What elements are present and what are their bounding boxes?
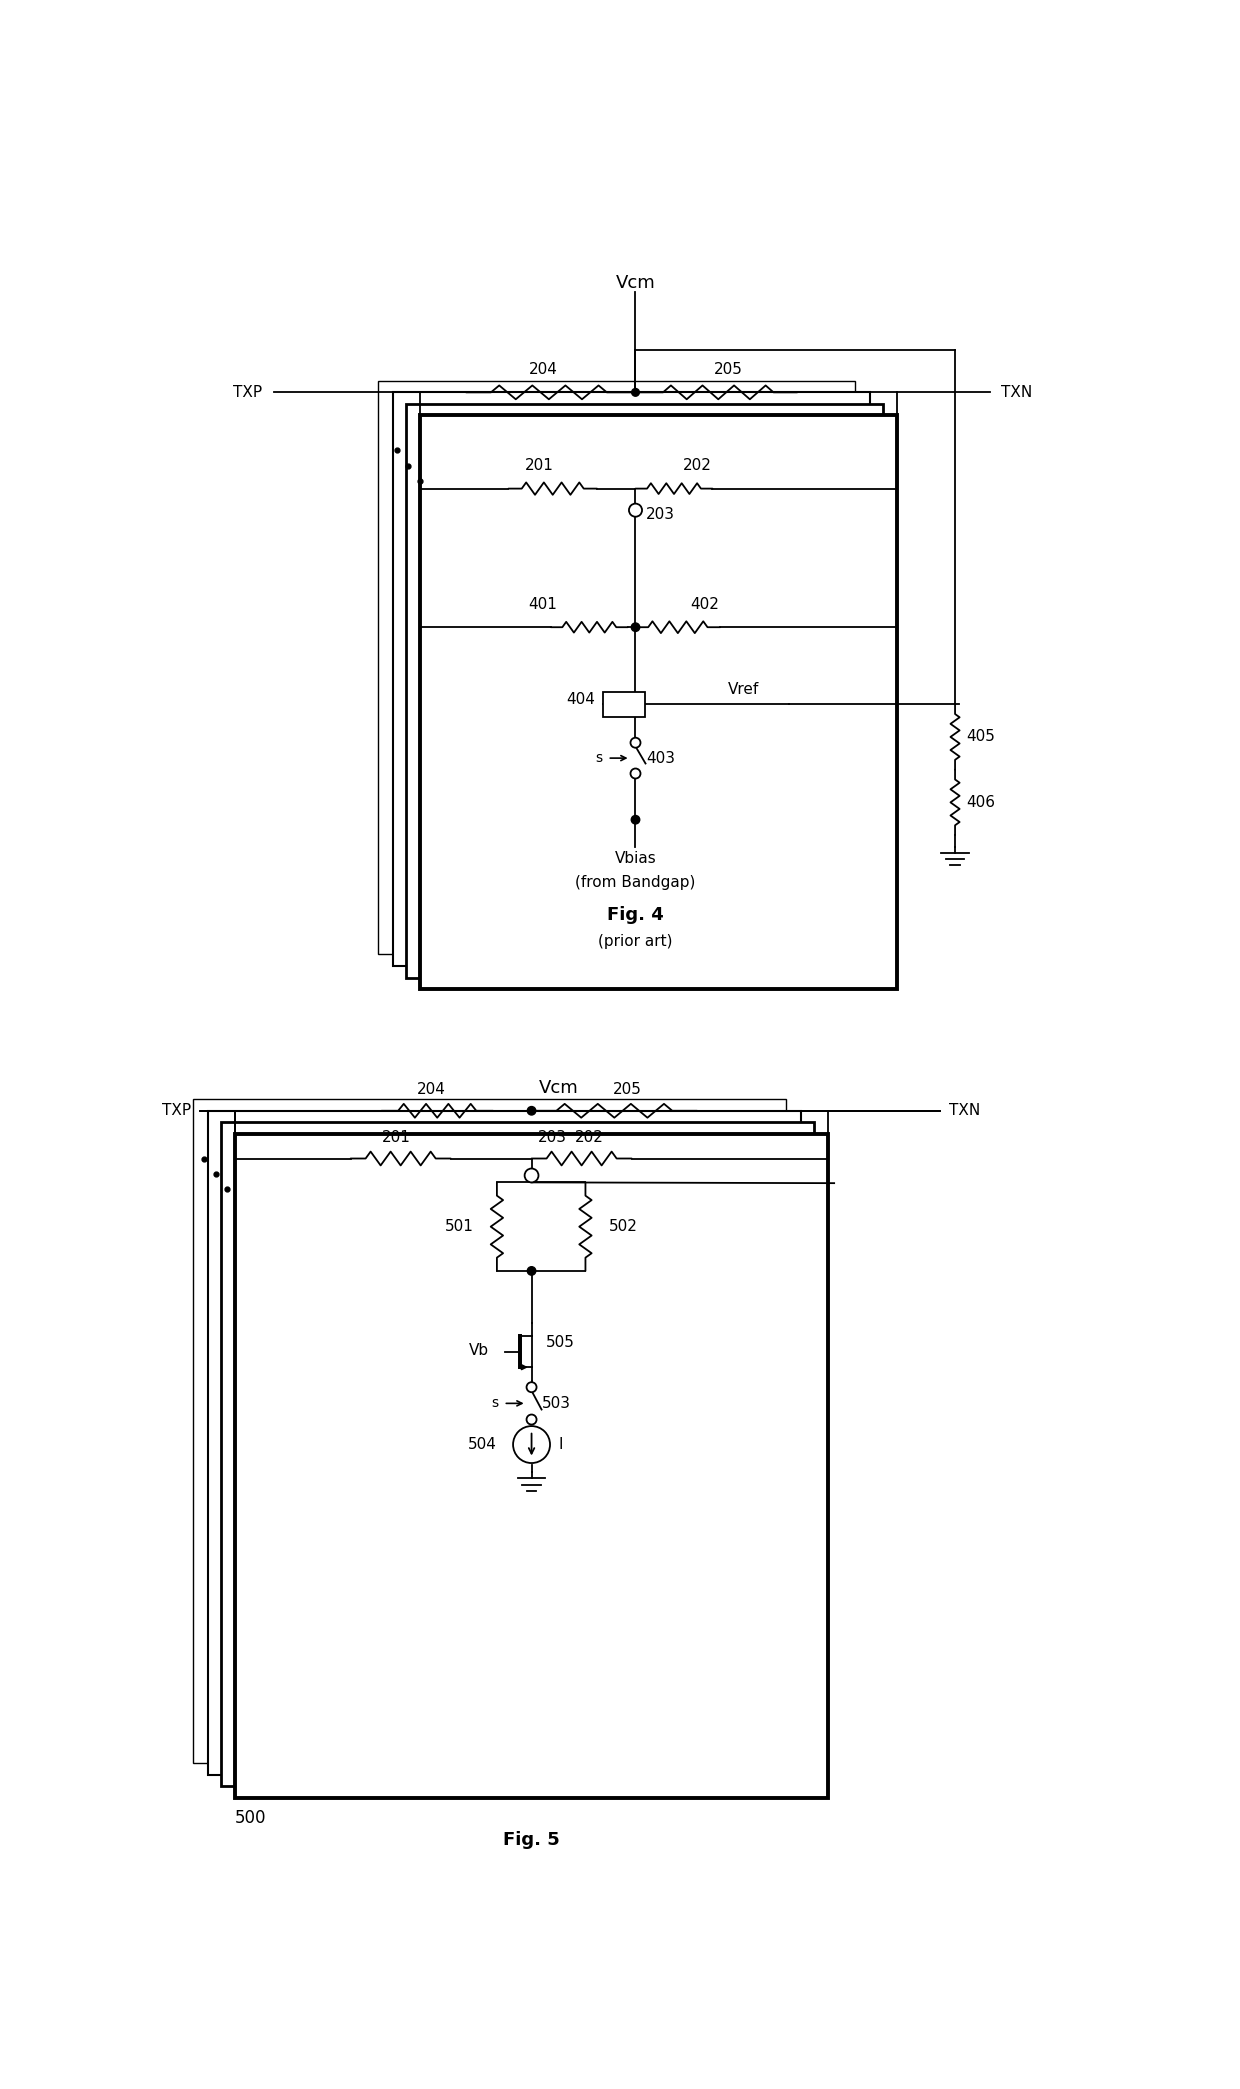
Text: 202: 202 — [575, 1130, 604, 1145]
Circle shape — [629, 503, 642, 516]
Text: 403: 403 — [646, 750, 676, 765]
Circle shape — [631, 389, 640, 397]
Text: TXP: TXP — [233, 384, 262, 399]
Text: Vbias: Vbias — [615, 850, 656, 865]
Circle shape — [630, 769, 641, 779]
Text: s: s — [492, 1395, 498, 1410]
Text: Fig. 4: Fig. 4 — [608, 907, 663, 923]
Circle shape — [630, 737, 641, 748]
Text: 402: 402 — [691, 597, 719, 612]
Text: 501: 501 — [445, 1220, 474, 1235]
Text: 405: 405 — [967, 729, 996, 744]
Bar — [603, 691, 645, 717]
FancyBboxPatch shape — [377, 380, 854, 955]
FancyBboxPatch shape — [208, 1111, 801, 1774]
FancyBboxPatch shape — [393, 393, 870, 965]
Text: Vcm: Vcm — [615, 274, 656, 292]
Text: 500: 500 — [236, 1809, 267, 1828]
Text: Fig. 5: Fig. 5 — [503, 1830, 560, 1849]
Text: 205: 205 — [713, 361, 743, 376]
Text: s: s — [595, 752, 603, 765]
Text: 204: 204 — [417, 1082, 446, 1097]
Text: Vb: Vb — [469, 1343, 490, 1358]
Text: TXP: TXP — [162, 1103, 191, 1118]
Text: 203: 203 — [646, 506, 675, 522]
Text: TXN: TXN — [1001, 384, 1033, 399]
Text: Vref: Vref — [728, 681, 759, 696]
Text: I: I — [558, 1437, 563, 1452]
Text: 401: 401 — [528, 597, 558, 612]
Circle shape — [527, 1383, 537, 1391]
Circle shape — [631, 815, 640, 823]
Text: 202: 202 — [683, 457, 712, 474]
FancyBboxPatch shape — [405, 403, 883, 978]
Text: 406: 406 — [967, 796, 996, 811]
FancyBboxPatch shape — [236, 1134, 828, 1799]
Text: 205: 205 — [614, 1082, 642, 1097]
Text: (from Bandgap): (from Bandgap) — [575, 875, 696, 890]
Text: 203: 203 — [538, 1130, 567, 1145]
Circle shape — [527, 1414, 537, 1425]
Text: 204: 204 — [528, 361, 558, 376]
Circle shape — [631, 623, 640, 631]
FancyBboxPatch shape — [221, 1122, 815, 1786]
Text: 404: 404 — [567, 691, 595, 706]
Text: 504: 504 — [467, 1437, 497, 1452]
Text: 503: 503 — [542, 1395, 572, 1410]
Text: 502: 502 — [609, 1220, 637, 1235]
Circle shape — [525, 1168, 538, 1182]
Text: TXN: TXN — [949, 1103, 980, 1118]
Text: 505: 505 — [546, 1335, 574, 1349]
Circle shape — [513, 1427, 551, 1462]
Text: 201: 201 — [525, 457, 554, 474]
FancyBboxPatch shape — [192, 1099, 786, 1763]
Text: (prior art): (prior art) — [598, 934, 673, 948]
Circle shape — [527, 1266, 536, 1274]
Circle shape — [527, 1107, 536, 1116]
Text: Vcm: Vcm — [538, 1078, 578, 1097]
Text: 201: 201 — [382, 1130, 412, 1145]
FancyBboxPatch shape — [420, 416, 898, 988]
